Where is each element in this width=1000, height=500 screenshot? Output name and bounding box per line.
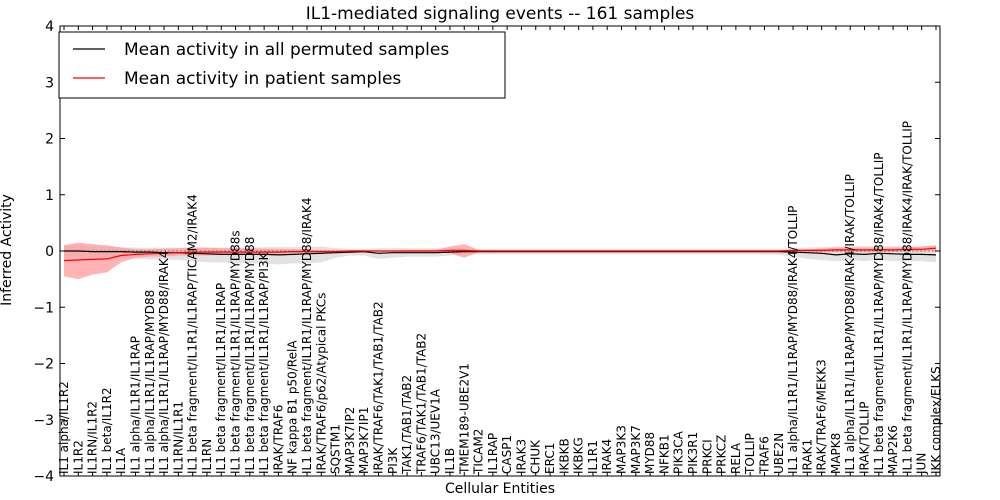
x-axis: [63, 26, 937, 476]
category-label: TMEM189-UBE2V1: [457, 363, 471, 475]
category-label: PRKCZ: [715, 435, 729, 474]
category-label: TOLLIP: [743, 433, 757, 475]
category-label: ERC1: [543, 443, 557, 474]
category-labels: IL1 alpha/IL1R2 IL1R2 IL1RN/IL1R2 IL1 beta/…: [57, 121, 943, 475]
category-label: IL1 alpha/IL1R1/IL1RAP/MYD88/IRAK4/TOLLI…: [786, 206, 800, 474]
category-label: IL1 alpha/IL1R1/IL1RAP/MYD88: [143, 290, 157, 474]
category-label: IRAK1: [800, 439, 814, 474]
category-label: IL1RN/IL1R2: [86, 401, 100, 474]
category-label: IL1 beta fragment/IL1R1/IL1RAP/TICAM2/IR…: [186, 194, 200, 474]
category-label: UBE2N: [772, 433, 786, 474]
legend-entry-patient: Mean activity in patient samples: [124, 69, 401, 89]
category-label: IRAK4: [600, 439, 614, 474]
category-label: IL1 alpha/IL1R1/IL1RAP/MYD88/IRAK4: [157, 251, 171, 474]
category-label: MAPK8: [829, 433, 843, 474]
category-label: IL1 beta fragment/IL1R1/IL1RAP/MYD88/IRA…: [872, 153, 886, 474]
category-label: MAP3K7: [629, 425, 643, 474]
category-label: IL1 beta fragment/IL1R1/IL1RAP/MYD88: [243, 237, 257, 474]
category-label: IRAK3: [514, 439, 528, 474]
category-label: RELA: [729, 442, 743, 474]
legend-entry-permuted: Mean activity in all permuted samples: [124, 40, 449, 60]
category-label: IL1 beta/IL1R2: [100, 387, 114, 474]
category-label: PIK3CA: [672, 430, 686, 474]
category-label: IRAK/TRAF6/TAK1/TAB1/TAB2: [372, 301, 386, 474]
category-label: PIK3R1: [686, 432, 700, 474]
category-label: IL1 beta fragment/IL1R1/IL1RAP/MYD88s: [229, 230, 243, 474]
category-label: IL1 alpha/IL1R2: [57, 381, 71, 474]
category-label: NF kappa B1 p50/RelA: [286, 340, 300, 474]
category-label: IKBKG: [572, 437, 586, 474]
y-tick-label: −4: [33, 469, 54, 485]
category-label: SQSTM1: [329, 424, 343, 474]
x-axis-label: Cellular Entities: [445, 481, 555, 497]
category-label: TICAM2: [472, 429, 486, 475]
category-label: IL1B: [443, 448, 457, 474]
category-label: TRAF6/TAK1/TAB1/TAB2: [414, 333, 428, 475]
y-tick-label: 3: [45, 75, 54, 91]
category-label: TAK1/TAB1/TAB2: [400, 375, 414, 475]
y-axis: 4 3 2 1 0 −1 −2 −3 −4: [33, 19, 940, 485]
category-label: CHUK: [529, 439, 543, 474]
category-label: IL1RN/IL1R1: [171, 401, 185, 474]
y-tick-label: 0: [45, 244, 54, 260]
category-label: IKBKB: [557, 438, 571, 474]
series-lines: [63, 247, 937, 262]
chart-title: IL1-mediated signaling events -- 161 sam…: [306, 4, 695, 24]
category-label: IL1 beta fragment/IL1R1/IL1RAP/MYD88/IRA…: [900, 121, 914, 474]
category-label: CASP1: [500, 435, 514, 474]
category-label: IRAK/TRAF6: [271, 405, 285, 474]
y-tick-label: 1: [45, 188, 54, 204]
category-label: IKK complex/ELKS: [929, 366, 943, 474]
category-label: IL1RN: [200, 439, 214, 474]
category-label: IRAK/TRAF6/MEKK3: [815, 359, 829, 474]
y-tick-label: 2: [45, 132, 54, 148]
y-tick-label: −2: [33, 357, 54, 373]
category-label: UBC13/UEV1A: [429, 388, 443, 474]
category-label: IL1 beta fragment/IL1R1/IL1RAP: [214, 283, 228, 474]
y-axis-label: Inferred Activity: [0, 194, 15, 306]
category-label: JUN: [915, 453, 929, 475]
category-label: PI3K: [386, 447, 400, 474]
category-label: IL1 alpha/IL1R1/IL1RAP/MYD88/IRAK4/IRAK/…: [843, 174, 857, 474]
y-tick-label: −3: [33, 413, 54, 429]
category-label: MAP2K6: [886, 425, 900, 474]
category-label: TRAF6: [758, 436, 772, 475]
category-label: IL1R1: [586, 440, 600, 474]
category-label: IL1RAP: [486, 433, 500, 474]
category-label: MAP3K7IP2: [343, 407, 357, 474]
category-label: IL1A: [114, 447, 128, 474]
line-series-1: [63, 247, 937, 262]
category-label: MAP3K7IP1: [357, 407, 371, 474]
category-label: MAP3K3: [615, 425, 629, 474]
legend: Mean activity in all permuted samples Me…: [58, 31, 506, 99]
category-label: IL1 beta fragment/IL1R1/IL1RAP/PI3K: [257, 251, 271, 474]
y-tick-label: −1: [33, 300, 54, 316]
category-label: MYD88: [643, 432, 657, 474]
category-label: IL1R2: [71, 440, 85, 474]
category-label: IL1 alpha/IL1R1/IL1RAP: [129, 336, 143, 474]
legend-box: [58, 31, 506, 99]
category-label: PRKCI: [700, 439, 714, 474]
category-label: IRAK/TOLLIP: [858, 402, 872, 474]
y-tick-label: 4: [45, 19, 54, 35]
category-label: IL1 beta fragment/IL1R1/IL1RAP/MYD88/IRA…: [300, 197, 314, 474]
category-label: NFKB1: [657, 434, 671, 474]
category-label: IRAK/TRAF6/p62/Atypical PKCs: [314, 293, 328, 474]
